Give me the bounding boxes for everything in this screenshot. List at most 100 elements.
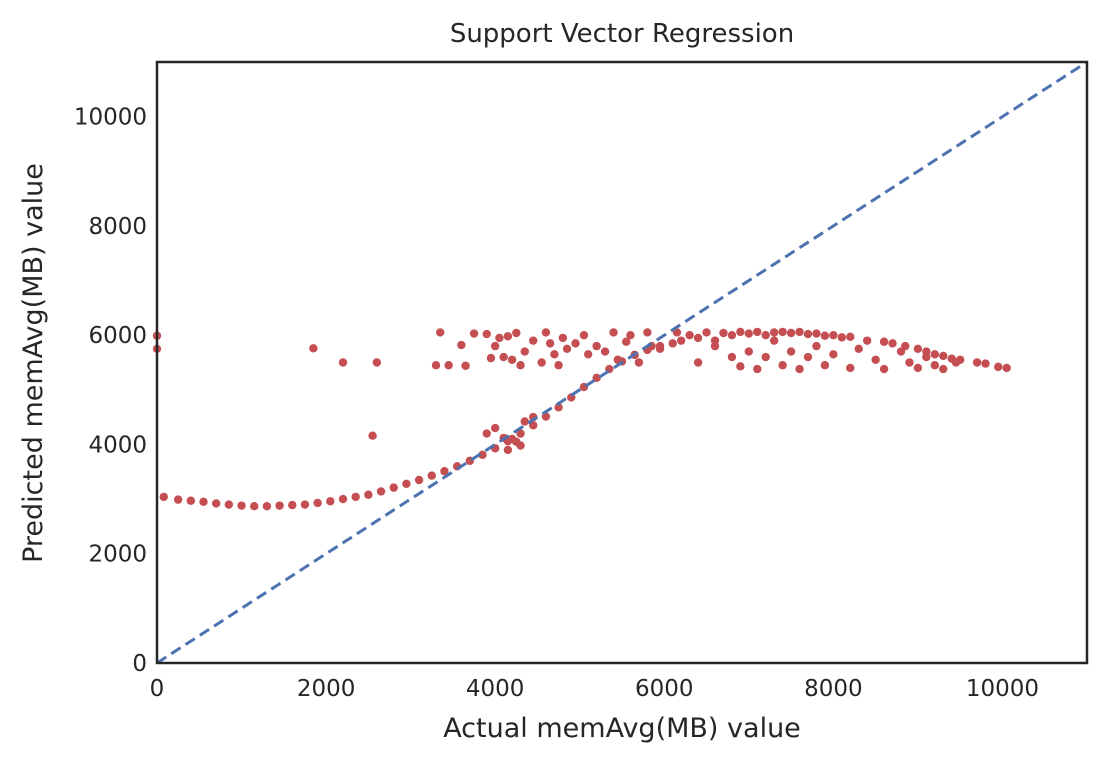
data-point — [702, 328, 711, 337]
data-point — [389, 483, 398, 492]
data-point — [753, 364, 762, 374]
data-point — [879, 337, 889, 346]
data-point — [250, 501, 259, 511]
data-point — [482, 329, 491, 339]
y-tick-label: 6000 — [88, 323, 147, 349]
data-point — [913, 363, 923, 373]
data-point — [939, 351, 948, 361]
data-point — [550, 350, 559, 359]
data-point — [829, 330, 838, 340]
data-point — [173, 495, 183, 504]
data-point — [812, 341, 821, 351]
data-point — [457, 340, 466, 350]
data-point — [981, 359, 990, 368]
ticks-layer: 0 2000 4000 6000 8000 10000 0 2000 4000 6000 8000 1… — [74, 105, 1039, 702]
data-point — [643, 328, 652, 337]
data-point — [710, 341, 720, 351]
data-point — [862, 336, 872, 345]
y-axis-label: Predicted memAvg(MB) value — [18, 163, 49, 563]
data-point — [583, 350, 593, 359]
data-point — [503, 445, 513, 455]
data-point — [537, 358, 546, 367]
x-tick-label: 0 — [150, 676, 165, 702]
data-point — [609, 328, 618, 337]
data-point — [554, 361, 563, 370]
data-point — [414, 475, 424, 485]
data-point — [905, 358, 914, 367]
data-point — [613, 355, 622, 364]
data-point — [444, 361, 453, 370]
data-point — [951, 358, 961, 367]
data-point — [288, 500, 297, 510]
data-point — [693, 358, 703, 367]
data-point — [338, 494, 348, 504]
data-point — [579, 330, 589, 340]
data-point — [520, 347, 529, 356]
plot-frame — [155, 60, 1089, 665]
data-point — [495, 333, 504, 343]
data-point — [224, 500, 234, 509]
data-point — [972, 358, 982, 367]
data-point — [309, 344, 318, 353]
data-point — [672, 328, 682, 337]
data-point — [626, 330, 635, 340]
data-point — [541, 328, 551, 337]
data-point — [736, 327, 745, 337]
data-point — [436, 328, 445, 337]
data-point — [186, 496, 196, 505]
x-tick-label: 8000 — [804, 676, 863, 702]
data-point — [939, 364, 948, 374]
data-point — [499, 352, 508, 362]
y-tick-label: 2000 — [88, 542, 147, 568]
data-point — [376, 487, 386, 496]
data-point — [854, 344, 863, 354]
data-point — [769, 328, 779, 337]
data-point — [744, 347, 754, 356]
data-point — [896, 347, 906, 356]
data-point — [871, 355, 880, 364]
data-point — [469, 329, 479, 338]
data-point — [846, 363, 855, 373]
data-point — [516, 361, 525, 370]
data-point — [520, 417, 529, 426]
data-point — [427, 471, 436, 480]
data-point — [554, 403, 563, 412]
data-point — [507, 355, 517, 364]
data-point — [812, 329, 821, 338]
data-point — [512, 328, 521, 338]
data-point — [994, 362, 1003, 372]
reference-line — [156, 60, 1088, 665]
data-point — [769, 336, 779, 345]
data-point — [829, 350, 838, 359]
data-point — [786, 347, 796, 356]
data-point — [368, 431, 377, 440]
data-point — [516, 429, 525, 438]
data-point — [879, 364, 889, 374]
data-point — [795, 364, 804, 374]
data-point — [482, 429, 491, 438]
data-point — [753, 327, 762, 337]
data-point — [846, 332, 855, 342]
data-point — [727, 330, 737, 340]
data-point — [803, 352, 813, 362]
data-point — [545, 339, 555, 348]
data-point — [930, 350, 940, 359]
data-point — [922, 352, 931, 362]
data-point — [529, 421, 538, 430]
data-point — [237, 501, 246, 510]
data-point — [837, 333, 847, 342]
y-tick-label: 0 — [132, 651, 147, 677]
data-point — [461, 361, 470, 370]
data-point — [668, 339, 677, 348]
data-point — [888, 339, 897, 348]
y-tick-label: 10000 — [74, 105, 147, 131]
data-point — [503, 332, 513, 341]
data-point — [820, 331, 830, 340]
data-point — [516, 441, 525, 450]
y-tick-label: 4000 — [88, 432, 147, 458]
data-point — [600, 347, 610, 356]
x-axis-label: Actual memAvg(MB) value — [443, 713, 801, 744]
